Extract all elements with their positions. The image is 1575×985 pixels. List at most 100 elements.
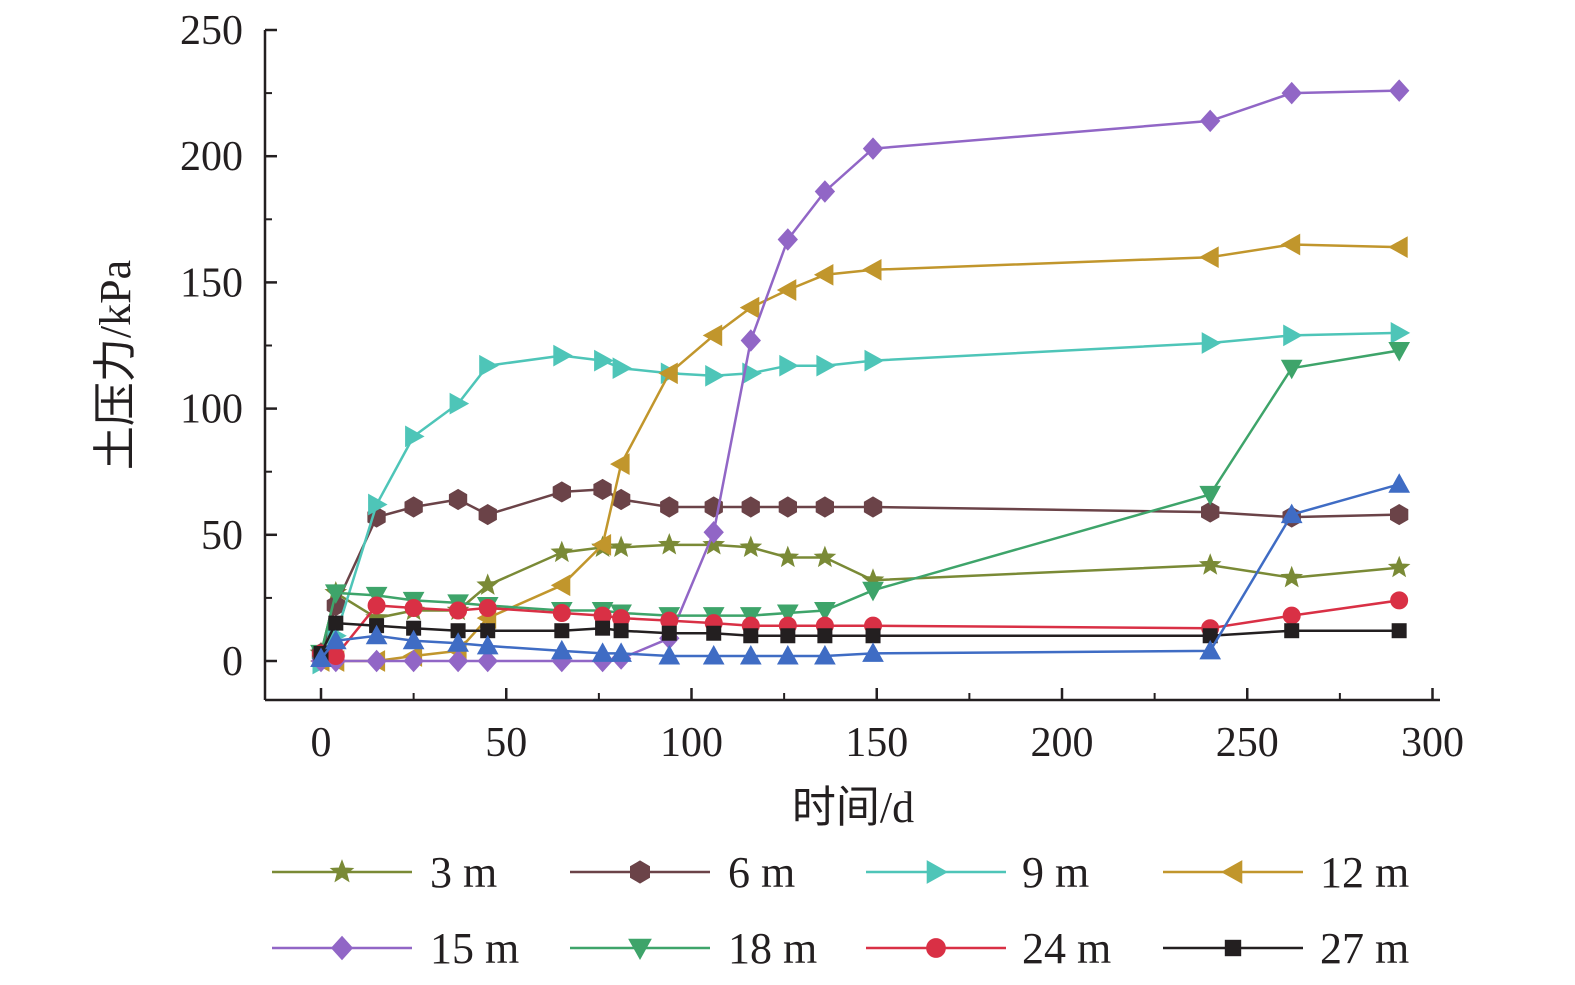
data-point bbox=[479, 354, 499, 377]
data-point bbox=[594, 349, 614, 372]
data-point bbox=[703, 521, 724, 544]
x-tick-label: 100 bbox=[660, 720, 723, 766]
data-point bbox=[1280, 359, 1303, 380]
data-point bbox=[405, 425, 425, 448]
data-point bbox=[630, 860, 650, 884]
data-point bbox=[702, 644, 725, 665]
y-axis-title: 土压力/kPa bbox=[91, 260, 140, 470]
legend-label: 15 m bbox=[430, 924, 519, 973]
data-point bbox=[1391, 623, 1407, 639]
data-point bbox=[1387, 555, 1411, 578]
data-point bbox=[864, 349, 885, 372]
data-point bbox=[658, 644, 681, 665]
y-tick-label: 50 bbox=[201, 513, 243, 559]
data-point bbox=[612, 357, 633, 380]
data-point bbox=[609, 535, 633, 558]
data-point bbox=[476, 573, 500, 595]
data-point bbox=[777, 228, 798, 251]
data-point bbox=[404, 496, 423, 518]
data-point bbox=[591, 534, 612, 556]
x-tick-label: 50 bbox=[485, 720, 527, 766]
data-point bbox=[739, 607, 762, 627]
data-point bbox=[365, 624, 388, 645]
legend-label: 6 m bbox=[728, 848, 795, 897]
data-point bbox=[1284, 623, 1300, 639]
legend-entry: 27 m bbox=[1163, 924, 1409, 973]
data-point bbox=[366, 649, 387, 673]
data-point bbox=[447, 632, 469, 652]
legend-entry: 9 m bbox=[866, 848, 1089, 897]
data-point bbox=[447, 649, 469, 673]
data-point bbox=[814, 644, 836, 665]
data-point bbox=[661, 625, 677, 641]
data-point bbox=[367, 596, 386, 615]
data-point bbox=[862, 642, 884, 662]
data-point bbox=[326, 646, 345, 665]
data-point bbox=[1389, 79, 1410, 102]
x-tick-label: 300 bbox=[1401, 720, 1464, 766]
data-point bbox=[702, 533, 726, 555]
data-point bbox=[813, 263, 834, 286]
y-tick-label: 200 bbox=[180, 134, 243, 180]
data-point bbox=[816, 354, 836, 377]
data-point bbox=[329, 859, 355, 883]
data-point bbox=[862, 137, 884, 160]
data-point bbox=[1388, 473, 1411, 493]
data-point bbox=[595, 620, 611, 636]
data-point bbox=[402, 629, 425, 650]
series-unlabeled bbox=[310, 473, 1411, 667]
data-point bbox=[610, 453, 630, 475]
data-point bbox=[660, 496, 679, 518]
data-point bbox=[861, 258, 882, 281]
series-15m bbox=[310, 79, 1410, 673]
data-point bbox=[330, 935, 354, 961]
data-point bbox=[814, 180, 836, 203]
data-point bbox=[324, 629, 347, 650]
data-point bbox=[1390, 504, 1409, 526]
data-point bbox=[328, 615, 344, 631]
data-point bbox=[739, 296, 760, 319]
axis-ticks bbox=[265, 28, 1434, 700]
legend: 3 m 6 m 9 m 12 m 15 m 18 m 24 m 27 m bbox=[272, 848, 1409, 973]
axis-tick-labels: 0 50 100 150 200 250 300 0 50 100 150 200 250 bbox=[180, 8, 1464, 766]
data-point bbox=[1388, 236, 1408, 258]
data-point bbox=[628, 938, 652, 961]
x-tick-label: 150 bbox=[845, 720, 908, 766]
data-point bbox=[403, 649, 424, 673]
y-tick-label: 150 bbox=[180, 260, 243, 306]
y-tick-label: 250 bbox=[180, 8, 243, 54]
series-layer bbox=[309, 79, 1411, 675]
data-point bbox=[742, 362, 762, 385]
data-point bbox=[550, 639, 573, 660]
data-point bbox=[554, 623, 570, 639]
data-point bbox=[550, 574, 571, 597]
data-point bbox=[863, 496, 883, 518]
data-point bbox=[1390, 322, 1411, 344]
data-point bbox=[552, 604, 571, 623]
data-point bbox=[1282, 606, 1301, 625]
data-point bbox=[449, 601, 468, 620]
x-tick-label: 0 bbox=[311, 720, 332, 766]
data-point bbox=[779, 354, 799, 377]
data-point bbox=[739, 535, 763, 558]
data-point bbox=[1280, 503, 1303, 524]
data-point bbox=[741, 496, 760, 518]
data-point bbox=[477, 649, 498, 673]
data-point bbox=[1280, 565, 1304, 588]
legend-label: 24 m bbox=[1022, 924, 1111, 973]
data-point bbox=[404, 598, 423, 617]
legend-entry: 15 m bbox=[272, 924, 519, 973]
data-point bbox=[593, 478, 612, 500]
data-point bbox=[865, 628, 881, 644]
data-point bbox=[1283, 324, 1303, 347]
data-point bbox=[706, 625, 722, 641]
data-point bbox=[365, 586, 388, 607]
data-point bbox=[926, 860, 949, 884]
data-point bbox=[1198, 553, 1222, 575]
series-3m bbox=[309, 533, 1411, 664]
data-point bbox=[1201, 501, 1220, 523]
data-point bbox=[1199, 485, 1222, 506]
legend-label: 9 m bbox=[1022, 848, 1089, 897]
data-point bbox=[740, 329, 761, 352]
legend-label: 3 m bbox=[430, 848, 497, 897]
